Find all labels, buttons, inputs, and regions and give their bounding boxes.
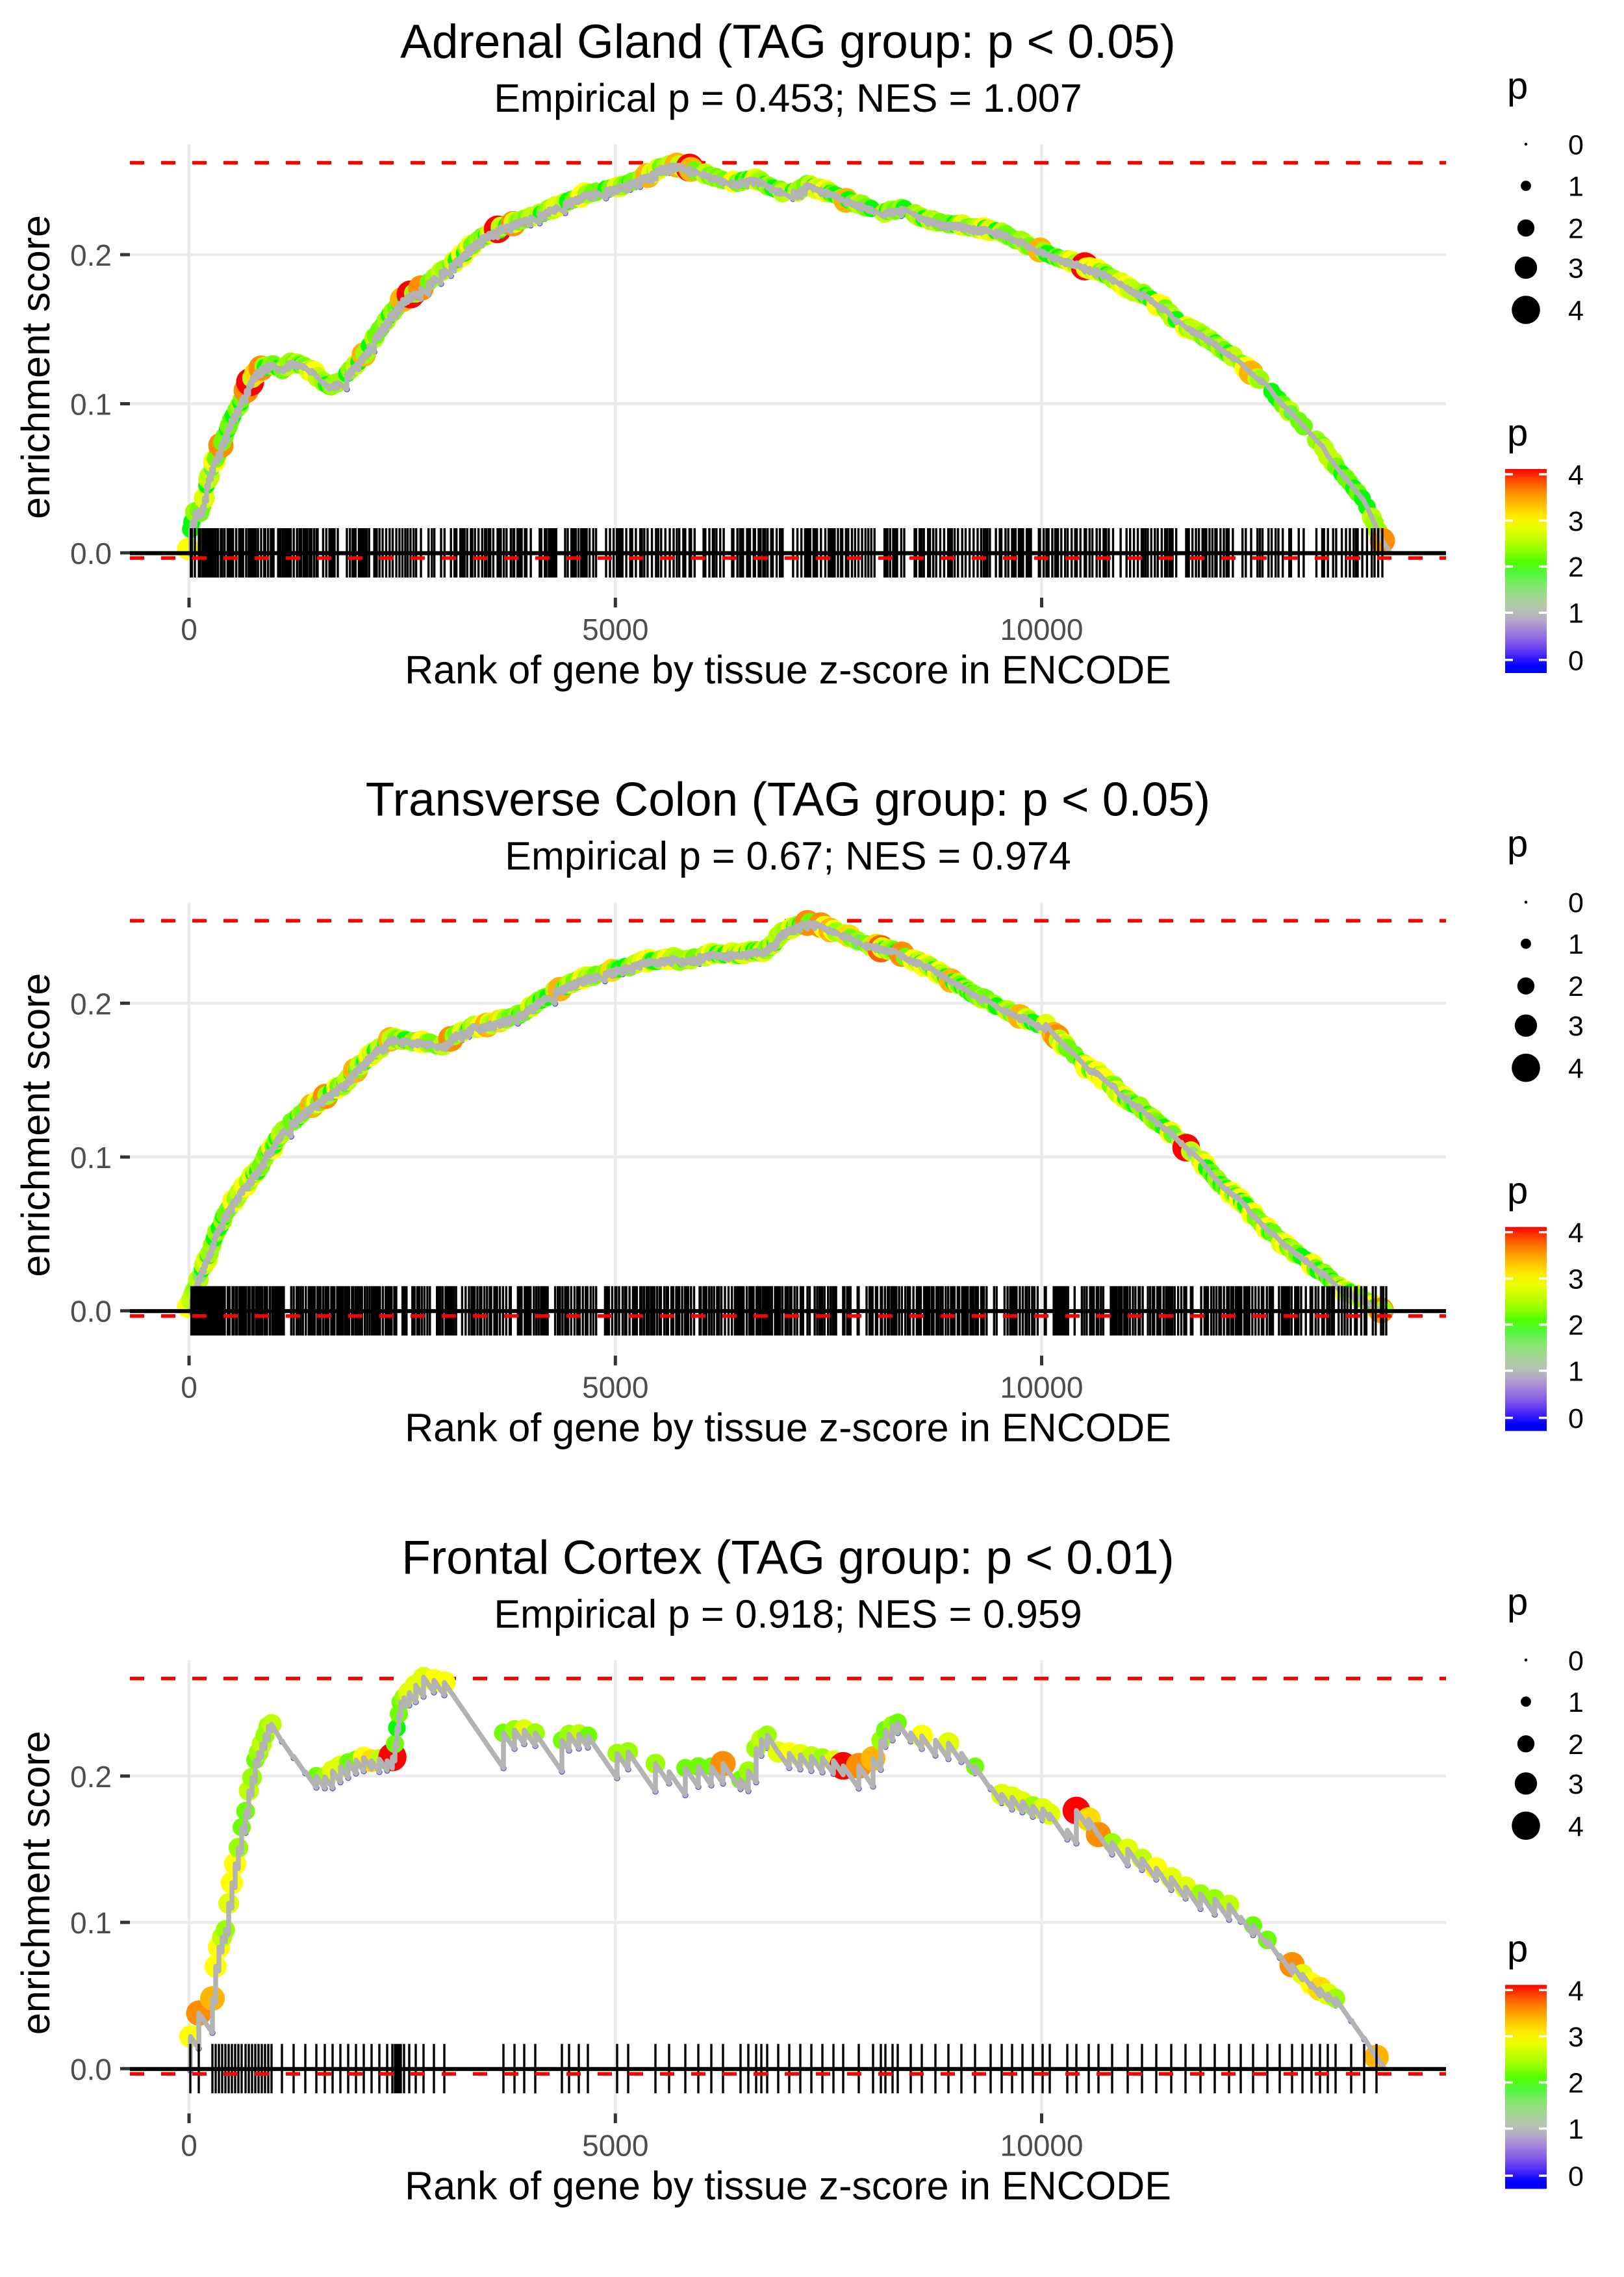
svg-text:Empirical p = 0.67; NES = 0.97: Empirical p = 0.67; NES = 0.974 [505,834,1071,878]
svg-text:0: 0 [1568,130,1584,161]
svg-text:Empirical p = 0.453; NES = 1.0: Empirical p = 0.453; NES = 1.007 [494,76,1082,120]
svg-text:p: p [1507,823,1528,865]
svg-text:3: 3 [1568,1769,1584,1800]
svg-text:Rank of gene by tissue z-score: Rank of gene by tissue z-score in ENCODE [405,648,1171,692]
svg-text:4: 4 [1568,1053,1584,1084]
svg-text:0: 0 [1568,887,1584,919]
svg-text:1: 1 [1568,929,1584,960]
svg-text:3: 3 [1568,253,1584,285]
svg-text:Transverse Colon (TAG group: p: Transverse Colon (TAG group: p < 0.05) [366,774,1210,826]
svg-text:0: 0 [181,2128,197,2162]
svg-text:p: p [1507,1581,1528,1623]
svg-text:p: p [1507,65,1528,107]
svg-text:5000: 5000 [582,2128,648,2162]
svg-text:0.1: 0.1 [70,1141,112,1175]
svg-text:1: 1 [1568,2114,1584,2145]
svg-text:Empirical p = 0.918; NES = 0.9: Empirical p = 0.918; NES = 0.959 [494,1592,1082,1636]
svg-text:0: 0 [1568,1646,1584,1677]
svg-text:1: 1 [1568,1356,1584,1387]
svg-text:p: p [1507,1170,1528,1212]
svg-text:0.1: 0.1 [70,388,112,422]
svg-text:5000: 5000 [582,1371,648,1405]
svg-text:1: 1 [1568,1687,1584,1718]
svg-text:0.0: 0.0 [70,537,112,570]
svg-text:0.2: 0.2 [70,987,112,1021]
svg-text:0: 0 [181,1371,197,1405]
svg-text:0.2: 0.2 [70,238,112,272]
svg-text:0: 0 [181,613,197,646]
svg-text:enrichment score: enrichment score [14,973,58,1277]
svg-text:3: 3 [1568,1264,1584,1295]
svg-text:Rank of gene by tissue z-score: Rank of gene by tissue z-score in ENCODE [405,1406,1171,1450]
svg-text:p: p [1507,412,1528,454]
svg-text:2: 2 [1568,552,1584,583]
svg-text:3: 3 [1568,506,1584,537]
svg-text:3: 3 [1568,1011,1584,1042]
svg-text:10000: 10000 [1000,2128,1084,2162]
svg-text:0: 0 [1568,645,1584,676]
svg-text:1: 1 [1568,172,1584,203]
svg-text:0: 0 [1568,2161,1584,2193]
svg-text:1: 1 [1568,598,1584,630]
svg-text:Rank of gene by tissue z-score: Rank of gene by tissue z-score in ENCODE [405,2163,1171,2207]
svg-text:Frontal Cortex (TAG group: p <: Frontal Cortex (TAG group: p < 0.01) [401,1531,1174,1584]
svg-text:4: 4 [1568,1811,1584,1842]
svg-text:0.0: 0.0 [70,1295,112,1329]
svg-text:2: 2 [1568,971,1584,1002]
svg-text:2: 2 [1568,2068,1584,2099]
svg-text:4: 4 [1568,1217,1584,1249]
svg-text:Adrenal Gland (TAG group: p <: Adrenal Gland (TAG group: p < 0.05) [400,16,1176,68]
svg-text:5000: 5000 [582,613,648,646]
svg-text:3: 3 [1568,2022,1584,2053]
svg-text:0.0: 0.0 [70,2052,112,2086]
svg-text:4: 4 [1568,460,1584,491]
svg-text:enrichment score: enrichment score [14,215,58,519]
svg-text:2: 2 [1568,1310,1584,1341]
svg-text:0.2: 0.2 [70,1760,112,1794]
svg-text:10000: 10000 [1000,613,1084,646]
svg-text:2: 2 [1568,214,1584,245]
svg-text:0: 0 [1568,1403,1584,1434]
svg-text:enrichment score: enrichment score [14,1731,58,2035]
svg-text:4: 4 [1568,296,1584,327]
svg-text:10000: 10000 [1000,1371,1084,1405]
svg-text:p: p [1507,1927,1528,1970]
svg-text:4: 4 [1568,1976,1584,2007]
svg-text:0.1: 0.1 [70,1906,112,1940]
svg-text:2: 2 [1568,1729,1584,1761]
